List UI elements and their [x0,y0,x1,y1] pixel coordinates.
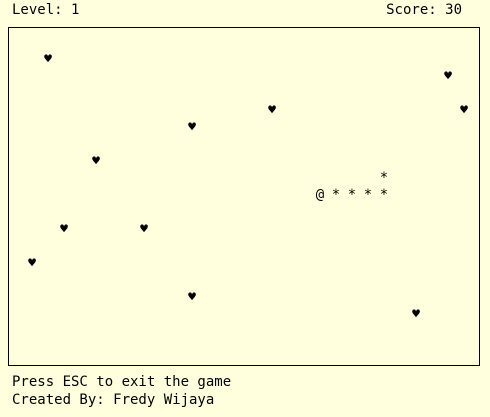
food-heart: ♥ [92,154,100,169]
food-heart: ♥ [60,222,68,237]
game-board: ♥ ♥ ♥ ♥ ♥ ♥ ♥ ♥ ♥ ♥ ♥ * @ * * * * [8,27,480,366]
snake-body-segment: * [347,187,357,203]
score-label: Score: [386,2,437,18]
score-value: 30 [445,2,462,18]
food-heart: ♥ [188,120,196,135]
snake-body-segment: * [379,170,389,186]
level-indicator: Level: 1 [12,1,79,19]
food-heart: ♥ [268,103,276,118]
food-heart: ♥ [28,256,36,271]
exit-instruction: Press ESC to exit the game [12,374,232,390]
food-heart: ♥ [140,222,148,237]
food-heart: ♥ [188,290,196,305]
snake-body-segment: * [379,187,389,203]
snake-head: @ [315,187,325,203]
food-heart: ♥ [444,69,452,84]
food-heart: ♥ [412,307,420,322]
level-label: Level: [12,2,63,18]
author-credit: Created By: Fredy Wijaya [12,392,215,408]
food-heart: ♥ [460,103,468,118]
snake-body-segment: * [363,187,373,203]
food-heart: ♥ [44,52,52,67]
level-value: 1 [71,2,80,18]
snake-body-segment: * [331,187,341,203]
score-indicator: Score: 30 [386,1,462,19]
